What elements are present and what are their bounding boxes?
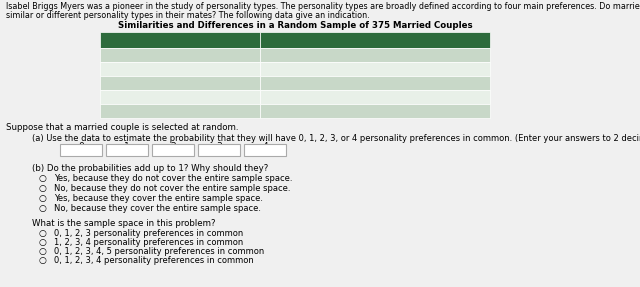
Text: 0: 0 <box>78 142 84 151</box>
Text: No, because they cover the entire sample space.: No, because they cover the entire sample… <box>54 204 261 213</box>
Text: Isabel Briggs Myers was a pioneer in the study of personality types. The persona: Isabel Briggs Myers was a pioneer in the… <box>6 2 640 11</box>
Text: 0, 1, 2, 3, 4, 5 personality preferences in common: 0, 1, 2, 3, 4, 5 personality preferences… <box>54 247 265 256</box>
Text: Yes, because they cover the entire sample space.: Yes, because they cover the entire sampl… <box>54 194 264 203</box>
Text: (b) Do the probabilities add up to 1? Why should they?: (b) Do the probabilities add up to 1? Wh… <box>32 164 268 173</box>
Text: Two: Two <box>104 78 120 87</box>
Text: 70: 70 <box>369 92 381 101</box>
Text: similar or different personality types in their mates? The following data give a: similar or different personality types i… <box>6 11 370 20</box>
Text: Suppose that a married couple is selected at random.: Suppose that a married couple is selecte… <box>6 123 239 132</box>
Text: ○: ○ <box>38 194 46 203</box>
Text: (a) Use the data to estimate the probability that they will have 0, 1, 2, 3, or : (a) Use the data to estimate the probabi… <box>32 134 640 143</box>
Text: 111: 111 <box>367 78 383 87</box>
Text: What is the sample space in this problem?: What is the sample space in this problem… <box>32 219 216 228</box>
Text: 3: 3 <box>216 142 222 151</box>
Text: ○: ○ <box>38 229 46 238</box>
Text: 4: 4 <box>262 142 268 151</box>
Text: Similarities and Differences in a Random Sample of 375 Married Couples: Similarities and Differences in a Random… <box>118 21 472 30</box>
Text: One: One <box>104 92 122 101</box>
Text: 26: 26 <box>369 50 381 59</box>
Text: No, because they do not cover the entire sample space.: No, because they do not cover the entire… <box>54 184 291 193</box>
Text: ○: ○ <box>38 204 46 213</box>
Text: Number of Similar Preferences: Number of Similar Preferences <box>107 33 253 42</box>
Text: ○: ○ <box>38 247 46 256</box>
Text: Three: Three <box>104 64 129 73</box>
Text: 35: 35 <box>369 106 381 115</box>
Text: 1: 1 <box>124 142 130 151</box>
Text: None: None <box>104 106 127 115</box>
Text: All four: All four <box>104 50 135 59</box>
Text: ○: ○ <box>38 174 46 183</box>
Text: ○: ○ <box>38 256 46 265</box>
Text: Yes, because they do not cover the entire sample space.: Yes, because they do not cover the entir… <box>54 174 293 183</box>
Text: 0, 1, 2, 3, 4 personality preferences in common: 0, 1, 2, 3, 4 personality preferences in… <box>54 256 254 265</box>
Text: 1, 2, 3, 4 personality preferences in common: 1, 2, 3, 4 personality preferences in co… <box>54 238 244 247</box>
Text: 0, 1, 2, 3 personality preferences in common: 0, 1, 2, 3 personality preferences in co… <box>54 229 244 238</box>
Text: ○: ○ <box>38 238 46 247</box>
Text: Number of Married Couples: Number of Married Couples <box>310 33 440 42</box>
Text: ○: ○ <box>38 184 46 193</box>
Text: 133: 133 <box>367 64 383 73</box>
Text: 2: 2 <box>170 142 176 151</box>
